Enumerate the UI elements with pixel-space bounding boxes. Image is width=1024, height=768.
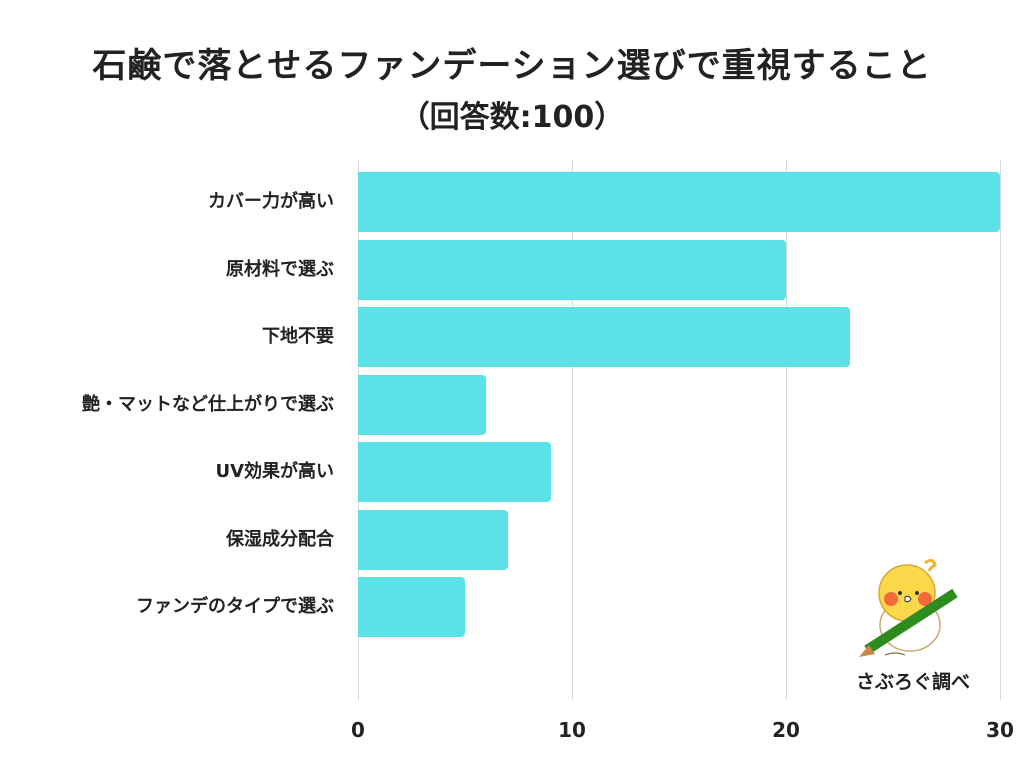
x-tick-label: 30 [986, 718, 1014, 742]
bar [358, 374, 487, 435]
chart-title: 石鹸で落とせるファンデーション選びで重視すること [92, 46, 932, 86]
bar [358, 509, 508, 570]
category-label: カバー力が高い [208, 191, 334, 212]
chart-subtitle: （回答数:100） [399, 100, 625, 135]
category-label: 原材料で選ぶ [226, 258, 334, 280]
category-label: 保湿成分配合 [226, 528, 334, 550]
source-credit: さぶろぐ調べ [855, 671, 970, 693]
gridline [572, 160, 573, 700]
category-label: UV効果が高い [215, 461, 334, 482]
gridline [1000, 160, 1001, 700]
category-label: ファンデのタイプで選ぶ [136, 596, 334, 617]
bar [358, 172, 1000, 232]
bar [358, 442, 551, 502]
bar [358, 577, 465, 637]
bar [358, 307, 851, 367]
bird-with-pencil-icon [859, 558, 958, 657]
x-tick-label: 0 [351, 718, 365, 742]
category-label: 下地不要 [262, 326, 334, 347]
x-tick-label: 10 [558, 718, 586, 742]
gridline [786, 160, 787, 700]
category-label: 艶・マットなど仕上がりで選ぶ [82, 393, 334, 415]
x-tick-label: 20 [772, 718, 800, 742]
bar [358, 239, 786, 300]
plot-area [358, 160, 1001, 700]
